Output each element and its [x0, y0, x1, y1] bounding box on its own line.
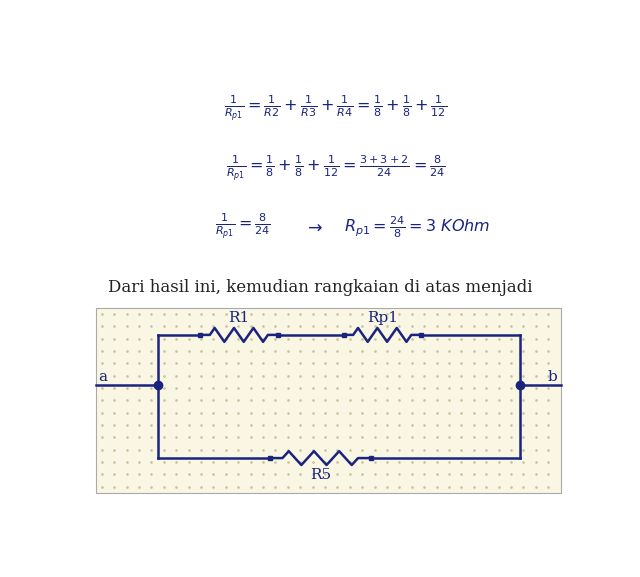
Text: Rp1: Rp1 [367, 311, 397, 325]
Text: $R_{p1} = \frac{24}{8} = 3\ KOhm$: $R_{p1} = \frac{24}{8} = 3\ KOhm$ [344, 214, 490, 240]
Text: R1: R1 [228, 311, 250, 325]
Text: $\frac{1}{R_{p1}} = \frac{1}{R2} + \frac{1}{R3} + \frac{1}{R4} = \frac{1}{8} + \: $\frac{1}{R_{p1}} = \frac{1}{R2} + \frac… [224, 94, 447, 125]
Text: R5: R5 [310, 468, 331, 482]
Text: $\rightarrow$: $\rightarrow$ [305, 219, 324, 235]
Text: $\frac{1}{R_{p1}} = \frac{1}{8} + \frac{1}{8} + \frac{1}{12} = \frac{3+3+2}{24} : $\frac{1}{R_{p1}} = \frac{1}{8} + \frac{… [226, 154, 445, 185]
Bar [95, 308, 561, 493]
Text: $\frac{1}{R_{p1}} = \frac{8}{24}$: $\frac{1}{R_{p1}} = \frac{8}{24}$ [215, 212, 271, 242]
Text: b: b [548, 370, 557, 384]
Text: a: a [99, 370, 108, 384]
Text: Dari hasil ini, kemudian rangkaian di atas menjadi: Dari hasil ini, kemudian rangkaian di at… [108, 279, 532, 295]
